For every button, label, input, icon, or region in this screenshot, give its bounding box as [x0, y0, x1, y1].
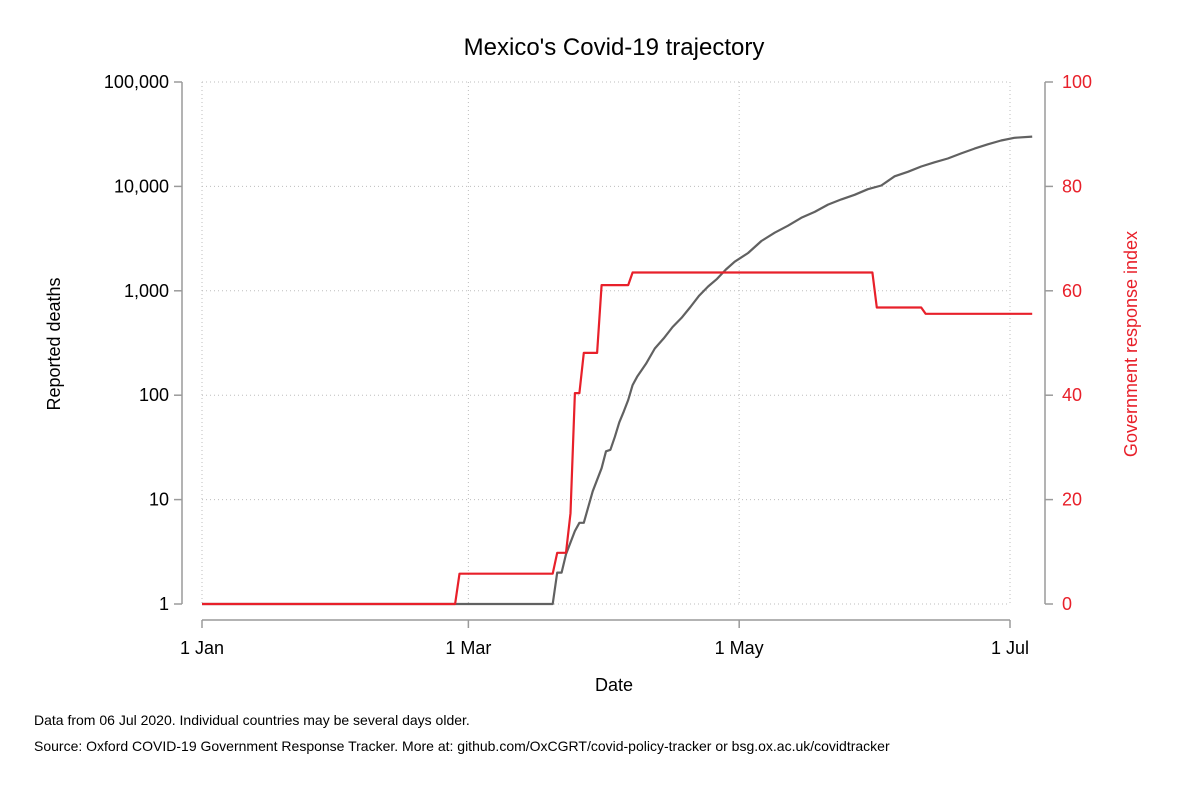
x-tick-label: 1 Jul — [991, 638, 1029, 658]
ticks: 1 10 100 1,000 10,000 100,000 0 20 40 60 80 100 1 Ja… — [104, 72, 1092, 658]
y2-tick-label: 0 — [1062, 594, 1072, 614]
series-line-government-response-index — [202, 271, 1033, 606]
x-tick-label: 1 Mar — [445, 638, 491, 658]
y2-tick-label: 20 — [1062, 490, 1082, 510]
chart-title: Mexico's Covid-19 trajectory — [464, 34, 765, 61]
y-tick-label: 100,000 — [104, 72, 169, 92]
y-tick-label: 100 — [139, 385, 169, 405]
y2-axis-label: Government response index — [1121, 231, 1141, 457]
y-tick-label: 1 — [159, 594, 169, 614]
series-line-reported-deaths — [202, 135, 1033, 606]
y2-tick-label: 80 — [1062, 176, 1082, 196]
y-tick-label: 10,000 — [114, 176, 169, 196]
x-tick-label: 1 Jan — [180, 638, 224, 658]
x-axis-label: Date — [595, 675, 633, 695]
axes — [181, 82, 1046, 621]
y2-tick-label: 100 — [1062, 72, 1092, 92]
y-axis-label: Reported deaths — [44, 277, 64, 410]
y-tick-label: 10 — [149, 490, 169, 510]
y2-tick-label: 60 — [1062, 281, 1082, 301]
x-tick-label: 1 May — [715, 638, 764, 658]
y2-tick-label: 40 — [1062, 385, 1082, 405]
plot-lines — [202, 135, 1033, 606]
grid — [201, 81, 1011, 605]
chart: Mexico's Covid-19 trajectory 1 10 100 1,000… — [44, 34, 1141, 695]
footnote-data-date: Data from 06 Jul 2020. Individual countr… — [34, 712, 470, 728]
y-tick-label: 1,000 — [124, 281, 169, 301]
footnote-source: Source: Oxford COVID-19 Government Respo… — [34, 738, 890, 754]
